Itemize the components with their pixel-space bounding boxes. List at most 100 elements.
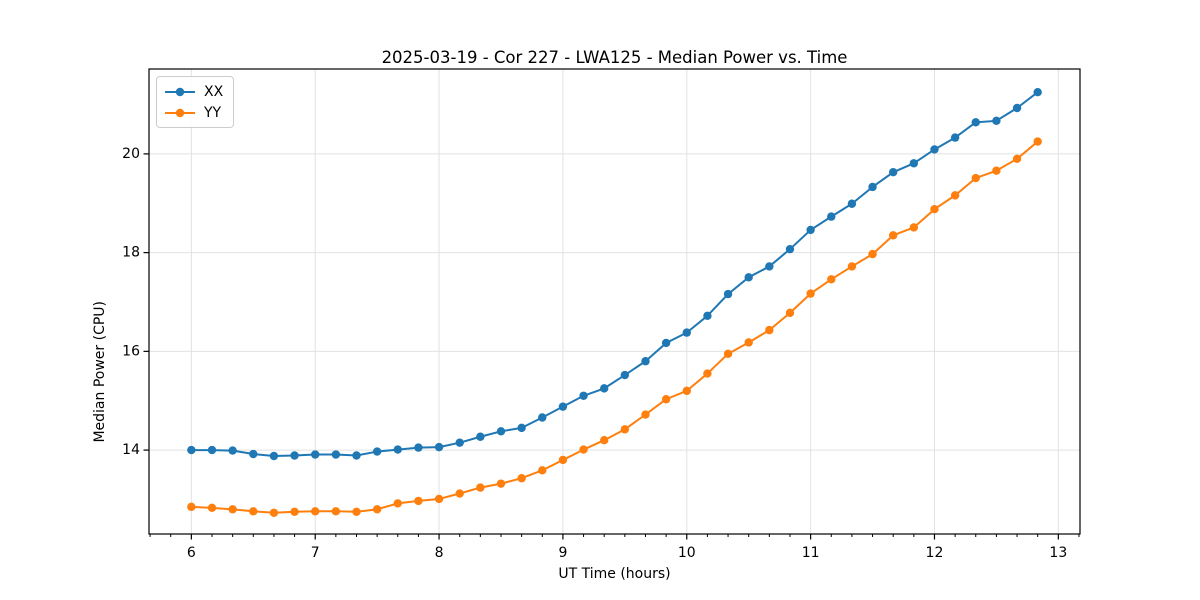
x-tick-label: 11 [802,545,820,561]
y-axis-label-text: Median Power (CPU) [92,300,108,443]
data-point-xx [888,167,898,177]
data-point-yy [496,479,506,488]
x-tick-label: 9 [558,545,567,561]
data-point-yy [414,496,423,506]
data-point-xx [558,402,568,411]
x-tick-label: 10 [678,545,696,561]
data-point-yy [434,494,444,504]
data-point-yy [311,507,320,516]
data-point-yy [455,489,464,498]
legend-item-yy: YY [164,102,223,123]
data-point-xx [269,451,279,461]
data-point-yy [641,410,650,419]
data-point-xx [434,442,444,452]
data-point-yy [682,386,691,396]
data-point-xx [785,244,795,254]
data-point-xx [249,449,258,459]
data-point-xx [517,423,526,433]
data-point-yy [888,231,898,240]
data-point-xx [331,450,341,459]
data-point-yy [971,173,980,183]
data-point-yy [868,249,877,259]
data-point-yy [228,505,237,514]
data-point-yy [579,445,588,454]
y-tick-label: 18 [122,245,140,261]
data-point-yy [723,349,733,359]
data-point-xx [476,432,485,441]
legend-sample-line-xx [165,87,195,96]
data-point-xx [496,427,506,436]
y-tick-label: 16 [122,343,140,359]
data-point-xx [352,451,361,460]
data-point-xx [187,445,196,455]
data-point-xx [661,338,671,348]
data-point-xx [228,446,237,455]
legend-label-xx: XX [204,83,224,100]
data-point-xx [703,311,712,321]
data-point-xx [600,384,609,393]
data-point-yy [538,466,547,475]
data-point-yy [393,499,402,508]
data-point-xx [372,447,382,456]
data-point-yy [620,425,630,434]
data-point-xx [311,450,320,459]
data-point-xx [641,357,650,366]
data-point-yy [558,455,568,465]
data-point-xx [827,212,836,221]
data-point-xx [538,413,547,422]
data-point-yy [661,395,671,404]
chart-title: 2025-03-19 - Cor 227 - LWA125 - Median P… [381,48,848,67]
data-point-yy [269,508,279,517]
x-tick-label: 7 [311,545,320,561]
data-point-xx [868,182,877,192]
legend-item-xx: XX [164,81,223,102]
legend-sample-line-yy [165,108,195,117]
data-point-xx [909,159,919,168]
data-point-xx [765,262,774,271]
x-axis-label: UT Time (hours) [558,566,671,582]
data-point-yy [372,505,382,514]
data-point-yy [352,507,361,516]
x-tick-label: 13 [1049,545,1067,561]
data-point-xx [723,289,733,299]
x-tick-label: 8 [435,545,444,561]
data-point-yy [930,204,939,214]
x-tick-label: 12 [926,545,944,561]
legend: XX YY [156,76,235,128]
data-point-yy [1033,137,1042,146]
data-point-yy [331,507,341,516]
data-point-xx [971,118,980,127]
data-point-xx [1033,88,1042,97]
data-point-yy [1012,154,1022,164]
data-point-xx [992,116,1001,126]
data-point-xx [207,445,217,455]
data-point-yy [187,502,196,512]
data-point-yy [992,166,1001,175]
data-point-yy [290,507,299,516]
data-point-yy [785,308,795,318]
axes-frame [148,68,1081,535]
series-line-xx [190,91,1039,458]
data-point-yy [476,483,485,492]
data-point-yy [600,436,609,445]
data-point-yy [827,275,836,284]
data-point-xx [455,438,464,447]
legend-label-yy: YY [204,104,222,121]
data-point-xx [620,370,630,380]
data-point-yy [806,289,815,298]
x-tick-label: 6 [187,545,196,561]
data-point-xx [414,443,423,452]
data-point-yy [744,338,753,347]
data-point-yy [517,474,526,483]
data-point-yy [207,503,217,513]
data-point-xx [847,199,857,208]
data-point-yy [703,369,712,378]
data-point-xx [930,145,939,154]
data-point-yy [765,325,774,335]
data-point-yy [950,191,960,200]
data-point-yy [909,223,919,232]
y-tick-label: 20 [122,146,140,162]
data-point-xx [393,445,402,454]
